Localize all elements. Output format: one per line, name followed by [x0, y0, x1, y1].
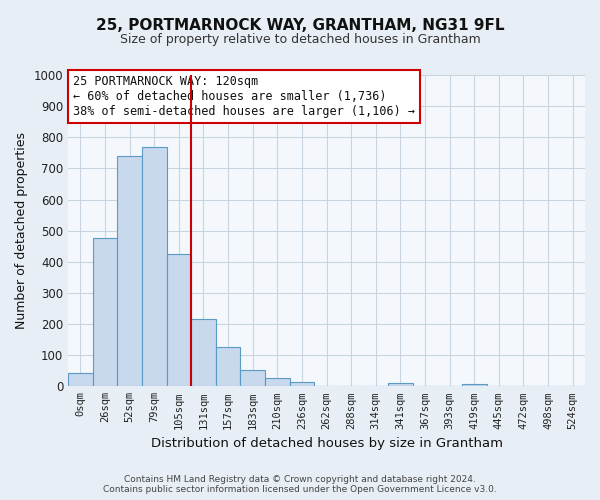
Text: Contains public sector information licensed under the Open Government Licence v3: Contains public sector information licen… — [103, 485, 497, 494]
Bar — [290, 382, 314, 386]
Bar — [68, 373, 92, 386]
Bar — [167, 254, 191, 386]
Bar — [117, 156, 142, 386]
Bar — [191, 320, 216, 386]
Bar — [241, 370, 265, 386]
Bar — [462, 384, 487, 386]
Text: 25 PORTMARNOCK WAY: 120sqm
← 60% of detached houses are smaller (1,736)
38% of s: 25 PORTMARNOCK WAY: 120sqm ← 60% of deta… — [73, 75, 415, 118]
Bar — [142, 146, 167, 386]
Y-axis label: Number of detached properties: Number of detached properties — [15, 132, 28, 329]
Text: 25, PORTMARNOCK WAY, GRANTHAM, NG31 9FL: 25, PORTMARNOCK WAY, GRANTHAM, NG31 9FL — [96, 18, 504, 32]
Text: Contains HM Land Registry data © Crown copyright and database right 2024.: Contains HM Land Registry data © Crown c… — [124, 475, 476, 484]
Bar — [216, 348, 241, 387]
Bar — [92, 238, 117, 386]
X-axis label: Distribution of detached houses by size in Grantham: Distribution of detached houses by size … — [151, 437, 503, 450]
Bar — [388, 383, 413, 386]
Bar — [265, 378, 290, 386]
Text: Size of property relative to detached houses in Grantham: Size of property relative to detached ho… — [119, 32, 481, 46]
